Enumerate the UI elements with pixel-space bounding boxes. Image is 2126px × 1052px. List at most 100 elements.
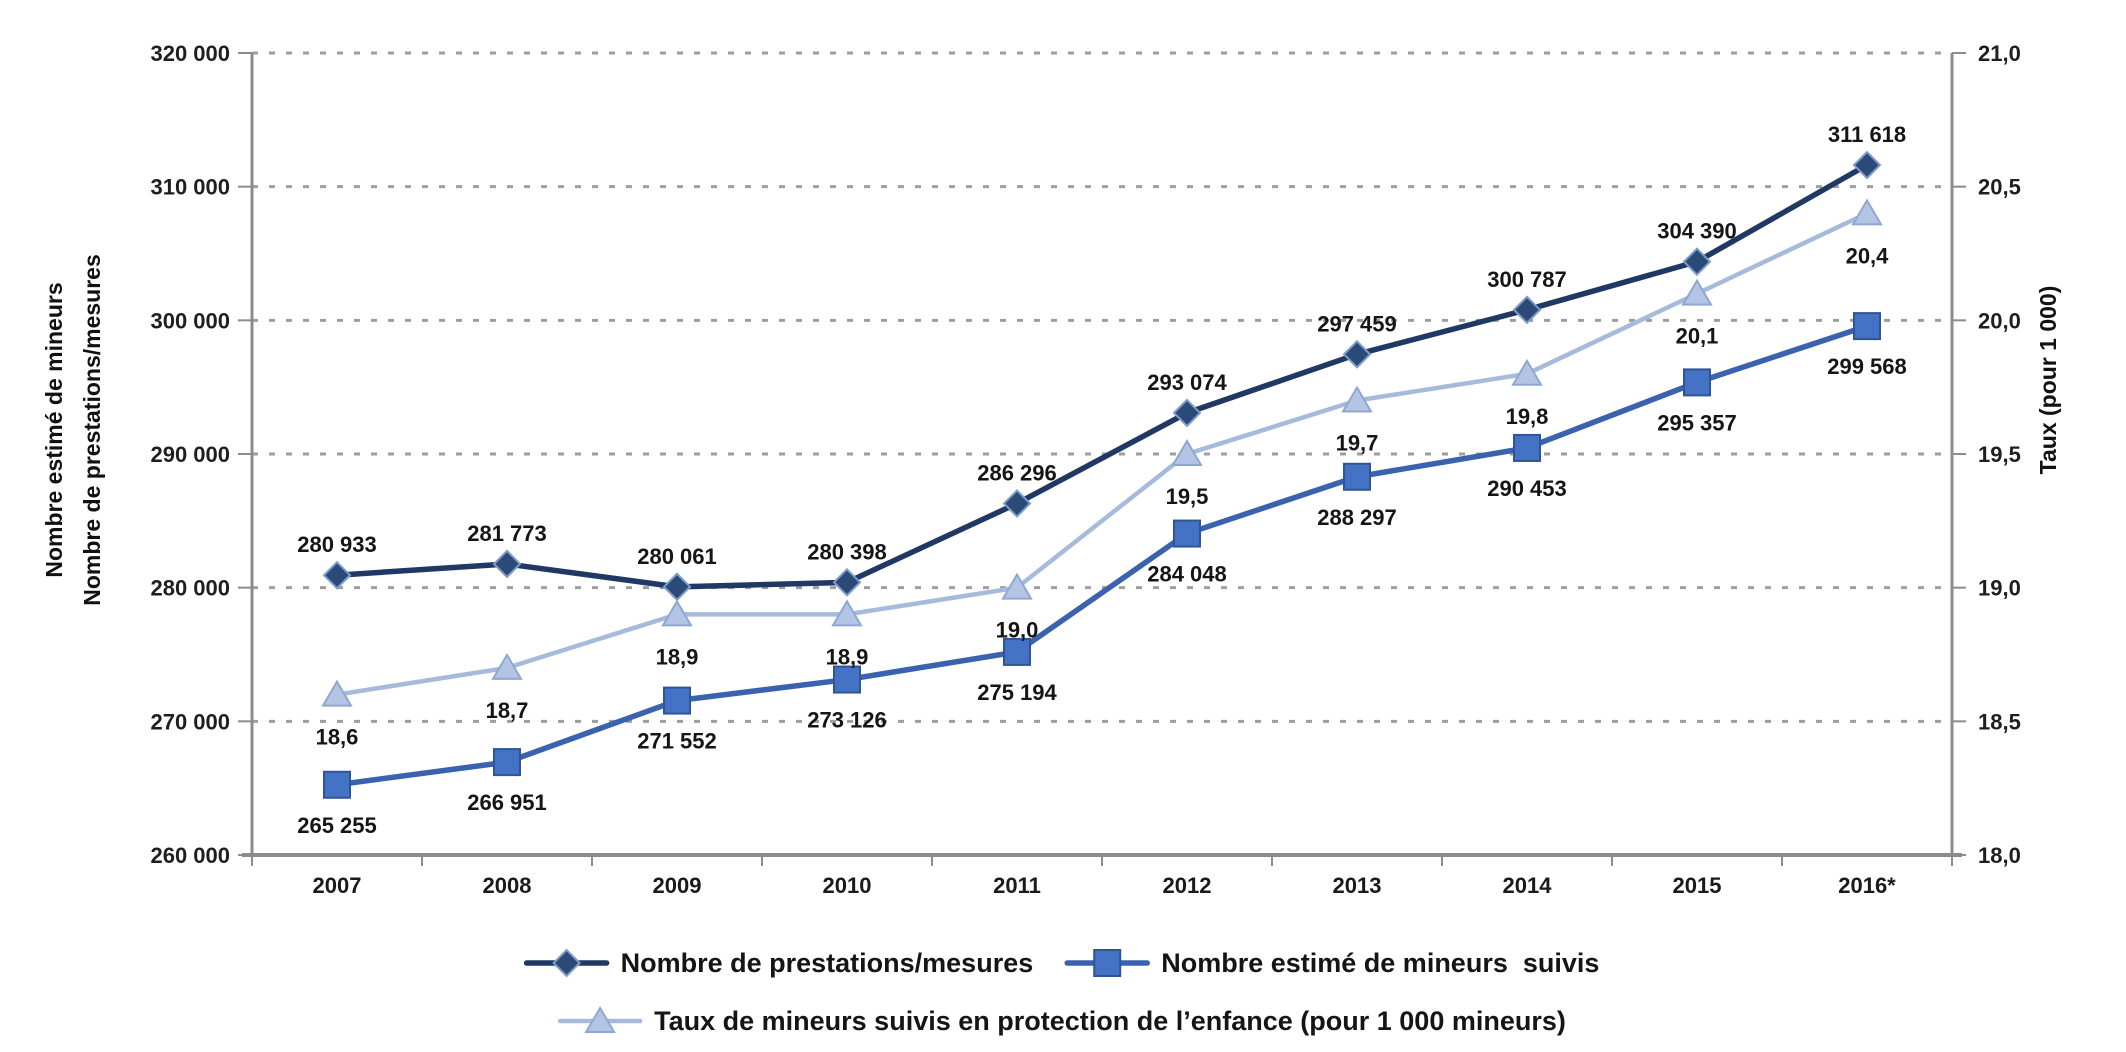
- data-label: 299 568: [1827, 354, 1907, 379]
- data-label: 18,9: [826, 644, 869, 669]
- series-line: [334, 323, 1870, 788]
- legend: Nombre de prestations/mesures Nombre esti…: [523, 948, 1599, 1036]
- right-axis-tick-label: 21,0: [1978, 41, 2021, 66]
- legend-label: Nombre de prestations/mesures: [621, 948, 1034, 978]
- data-label: 280 061: [637, 544, 717, 569]
- data-label: 311 618: [1828, 122, 1906, 147]
- x-axis-label: 2009: [653, 873, 702, 898]
- data-label: 273 126: [807, 708, 887, 733]
- data-label: 290 453: [1487, 476, 1567, 501]
- right-axis-tick-label: 19,0: [1978, 576, 2021, 601]
- right-axis-tick-label: 20,0: [1978, 308, 2021, 333]
- data-point-marker: [831, 599, 863, 627]
- data-point-marker: [323, 770, 351, 799]
- x-axis-label: 2008: [483, 873, 532, 898]
- data-point-marker: [1341, 385, 1373, 413]
- data-label: 18,9: [656, 644, 699, 669]
- data-point-marker: [1851, 198, 1883, 226]
- data-label: 280 398: [807, 539, 887, 564]
- series-2: [323, 312, 1881, 799]
- data-point-marker: [1093, 949, 1122, 977]
- data-point-marker: [322, 560, 352, 590]
- legend-row: Nombre de prestations/mesures Nombre esti…: [523, 948, 1599, 978]
- data-label: 19,8: [1506, 404, 1549, 429]
- x-axis-label: 2007: [313, 873, 362, 898]
- data-point-marker: [1512, 295, 1542, 325]
- data-label: 288 297: [1317, 505, 1397, 530]
- right-axis-tick-label: 19,5: [1978, 442, 2021, 467]
- data-point-marker: [1173, 519, 1201, 548]
- data-point-marker: [1342, 339, 1372, 369]
- left-axis-tick-label: 290 000: [150, 442, 230, 467]
- data-point-marker: [661, 599, 693, 627]
- data-point-marker: [1511, 358, 1543, 386]
- data-label: 295 357: [1657, 410, 1737, 435]
- left-axis-title-line1: Nombre estimé de mineurs: [41, 282, 67, 577]
- data-label: 271 552: [637, 729, 717, 754]
- data-label: 20,1: [1676, 324, 1719, 349]
- data-point-marker: [1513, 433, 1541, 462]
- data-point-marker: [1681, 278, 1713, 306]
- series-1: [322, 150, 1882, 602]
- legend-item: Taux de mineurs suivis en protection de …: [557, 1006, 1566, 1036]
- left-axis-tick-label: 280 000: [150, 576, 230, 601]
- x-axis-label: 2011: [993, 873, 1041, 898]
- data-point-marker: [493, 748, 521, 777]
- legend-label: Taux de mineurs suivis en protection de …: [654, 1006, 1566, 1036]
- x-axis-label: 2012: [1163, 873, 1212, 898]
- data-point-marker: [1171, 439, 1203, 466]
- data-label: 266 951: [467, 790, 547, 815]
- legend-label: Nombre estimé de mineurs suivis: [1161, 948, 1599, 978]
- data-point-marker: [1682, 247, 1712, 277]
- data-label: 19,7: [1336, 431, 1379, 456]
- gridlines-layer: [252, 51, 1952, 723]
- data-label: 284 048: [1147, 562, 1227, 587]
- x-axis-label: 2016*: [1838, 873, 1896, 898]
- x-axis-label: 2015: [1673, 873, 1722, 898]
- series-line: [334, 211, 1870, 697]
- data-label: 300 787: [1487, 267, 1567, 292]
- axes-layer: 320 000 21,0 310 000 20,5 300 000 20,0 290 000…: [150, 41, 2020, 898]
- data-point-marker: [491, 652, 523, 680]
- right-axis-title: Taux (pour 1 000): [2035, 286, 2061, 475]
- left-axis-tick-label: 310 000: [150, 175, 230, 200]
- data-labels-layer: 280 933 281 773 280 061 280 398 286 296 293 0…: [297, 122, 1907, 838]
- data-label: 265 255: [297, 813, 377, 838]
- right-axis-tick-label: 18,0: [1978, 843, 2021, 868]
- data-point-marker: [1853, 312, 1881, 341]
- data-label: 19,5: [1166, 484, 1209, 509]
- data-point-marker: [1003, 637, 1031, 666]
- data-label: 275 194: [977, 680, 1057, 705]
- data-point-marker: [1852, 150, 1882, 180]
- data-label: 293 074: [1147, 370, 1227, 395]
- left-axis-tick-label: 320 000: [150, 41, 230, 66]
- data-point-marker: [833, 665, 861, 694]
- series-3: [321, 198, 1883, 707]
- data-label: 19,0: [996, 618, 1039, 643]
- data-point-marker: [492, 549, 522, 579]
- data-point-marker: [584, 1006, 616, 1033]
- left-axis-tick-label: 260 000: [150, 843, 230, 868]
- data-point-marker: [321, 679, 353, 707]
- data-point-marker: [1002, 489, 1032, 518]
- legend-item: Nombre de prestations/mesures: [523, 948, 1034, 978]
- data-point-marker: [662, 572, 692, 602]
- data-label: 286 296: [977, 461, 1057, 486]
- left-axis-tick-label: 300 000: [150, 308, 230, 333]
- data-label: 304 390: [1657, 219, 1737, 244]
- legend-row: Taux de mineurs suivis en protection de …: [557, 1006, 1566, 1036]
- data-point-marker: [1343, 462, 1371, 491]
- data-point-marker: [1683, 368, 1711, 397]
- data-point-marker: [832, 567, 862, 597]
- data-label: 280 933: [297, 532, 377, 557]
- data-label: 20,4: [1846, 243, 1890, 268]
- series-layer: [321, 150, 1883, 799]
- legend-item: Nombre estimé de mineurs suivis: [1064, 948, 1599, 978]
- right-axis-tick-label: 20,5: [1978, 175, 2021, 200]
- x-axis-label: 2014: [1503, 873, 1553, 898]
- left-axis-title-line2: Nombre de prestations/mesures: [79, 254, 105, 606]
- x-axis-label: 2010: [823, 873, 872, 898]
- data-point-marker: [552, 948, 582, 978]
- data-label: 18,6: [316, 725, 359, 750]
